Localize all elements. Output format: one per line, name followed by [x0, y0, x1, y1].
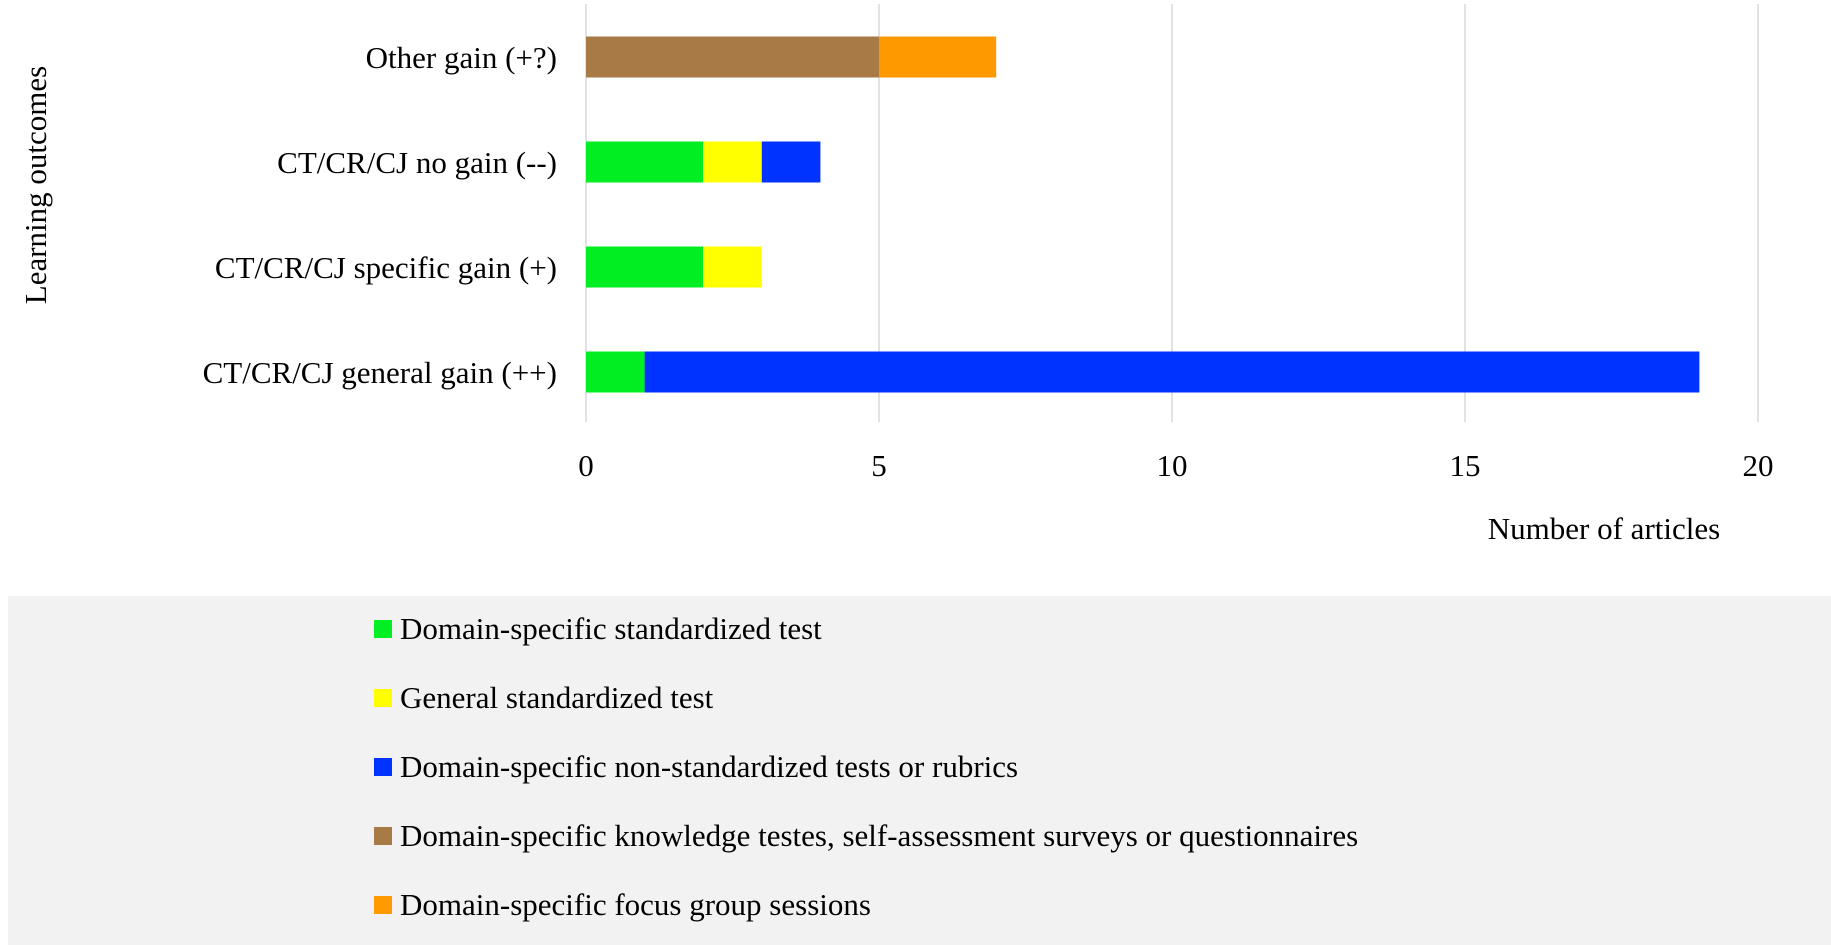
legend-swatch — [374, 896, 392, 914]
bar-ct-cr-cj-no-gain-series-1 — [703, 141, 762, 183]
bars — [586, 36, 1700, 393]
bar-ct-cr-cj-specific-gain-series-1 — [703, 246, 762, 288]
bar-chart-svg: 0 5 10 15 20 Other gain (+?) CT/CR/CJ no gain … — [18, 4, 1774, 546]
x-tick-label: 5 — [871, 448, 887, 483]
legend-label: Domain-specific standardized test — [400, 611, 822, 646]
bar-ct-cr-cj-no-gain-series-2 — [761, 141, 821, 183]
legend-label: Domain-specific focus group sessions — [400, 887, 871, 922]
legend-item-domain-specific-non-standardized-tests: Domain-specific non-standardized tests o… — [374, 747, 1018, 787]
legend-label: Domain-specific non-standardized tests o… — [400, 749, 1019, 784]
legend-item-domain-specific-focus-group-sessions: Domain-specific focus group sessions — [374, 885, 871, 925]
x-tick-label: 0 — [578, 448, 594, 483]
legend-item-general-standardized-test: General standardized test — [374, 678, 713, 718]
legend-item-domain-specific-standardized-test: Domain-specific standardized test — [374, 609, 822, 649]
legend-item-domain-specific-knowledge-testes: Domain-specific knowledge testes, self-a… — [374, 816, 1358, 856]
bar-ct-cr-cj-no-gain-series-0 — [586, 141, 704, 183]
y-tick-label: Other gain (+?) — [366, 40, 557, 75]
bar-ct-cr-cj-general-gain-series-0 — [586, 351, 645, 393]
bar-other-gain-series-4 — [879, 36, 997, 78]
legend: Domain-specific standardized test Genera… — [8, 596, 1831, 945]
bar-other-gain-series-3 — [586, 36, 879, 78]
legend-label: General standardized test — [400, 680, 714, 715]
y-axis-title: Learning outcomes — [18, 66, 53, 304]
bar-ct-cr-cj-general-gain-series-2 — [644, 351, 1700, 393]
y-tick-label: CT/CR/CJ specific gain (+) — [215, 250, 557, 285]
x-axis-title: Number of articles — [1488, 511, 1720, 546]
legend-swatch — [374, 689, 392, 707]
labels: 0 5 10 15 20 Other gain (+?) CT/CR/CJ no gain … — [18, 40, 1774, 546]
y-tick-label: CT/CR/CJ no gain (--) — [277, 145, 557, 180]
x-tick-label: 10 — [1157, 448, 1188, 483]
legend-swatch — [374, 620, 392, 638]
x-tick-label: 20 — [1743, 448, 1774, 483]
y-tick-label: CT/CR/CJ general gain (++) — [203, 355, 557, 390]
x-tick-label: 15 — [1450, 448, 1481, 483]
bar-ct-cr-cj-specific-gain-series-0 — [586, 246, 704, 288]
legend-swatch — [374, 827, 392, 845]
legend-label: Domain-specific knowledge testes, self-a… — [400, 818, 1359, 853]
legend-swatch — [374, 758, 392, 776]
